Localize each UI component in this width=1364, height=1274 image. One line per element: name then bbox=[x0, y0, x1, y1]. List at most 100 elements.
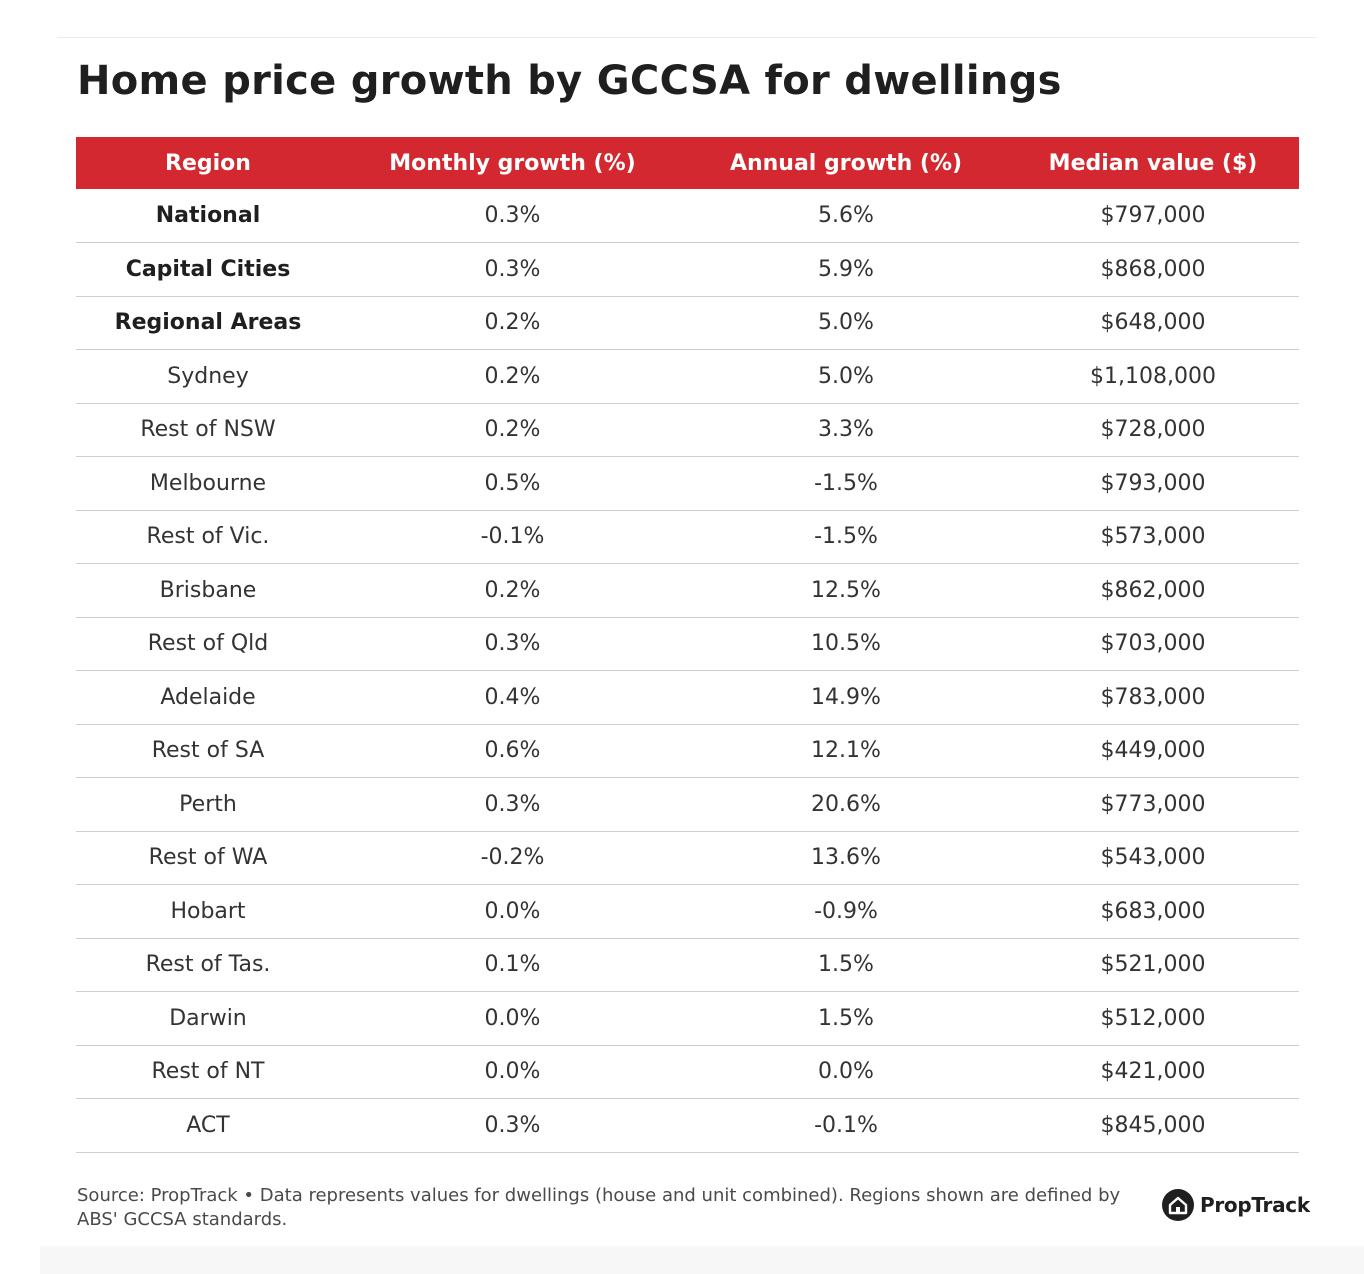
monthly-growth-cell: 0.0% bbox=[484, 898, 541, 924]
annual-growth-cell: 0.0% bbox=[818, 1059, 874, 1085]
annual-growth-cell: 14.9% bbox=[811, 684, 881, 710]
median-value-cell: $797,000 bbox=[1100, 203, 1206, 228]
annual-growth-cell: -1.5% bbox=[814, 470, 878, 496]
region-cell: Rest of Tas. bbox=[145, 952, 271, 978]
median-value-cell: $1,108,000 bbox=[1090, 363, 1216, 389]
region-cell: Capital Cities bbox=[125, 256, 291, 282]
annual-growth-cell: 5.0% bbox=[818, 310, 874, 336]
column-header-region: Region bbox=[165, 150, 251, 176]
annual-growth-cell: 3.3% bbox=[818, 417, 874, 443]
table-row: Hobart 0.0% -0.9% $683,000 bbox=[76, 885, 1299, 938]
monthly-growth-cell: 0.3% bbox=[484, 203, 541, 228]
median-value-cell: $521,000 bbox=[1100, 952, 1206, 978]
region-cell: Hobart bbox=[170, 898, 246, 924]
annual-growth-cell: 1.5% bbox=[818, 1005, 874, 1031]
monthly-growth-cell: 0.5% bbox=[484, 470, 541, 496]
table-row: Melbourne 0.5% -1.5% $793,000 bbox=[76, 457, 1299, 510]
median-value-cell: $683,000 bbox=[1100, 898, 1206, 924]
median-value-cell: $543,000 bbox=[1100, 845, 1206, 871]
median-value-cell: $703,000 bbox=[1100, 631, 1206, 657]
table-header: Region Monthly growth (%) Annual growth … bbox=[76, 137, 1299, 189]
table-row: Capital Cities 0.3% 5.9% $868,000 bbox=[76, 243, 1299, 296]
annual-growth-cell: 5.9% bbox=[818, 256, 874, 282]
annual-growth-cell: 12.1% bbox=[811, 738, 881, 764]
page-title: Home price growth by GCCSA for dwellings bbox=[77, 58, 1062, 104]
median-value-cell: $728,000 bbox=[1100, 417, 1206, 443]
region-cell: Darwin bbox=[169, 1005, 247, 1031]
table-row: Rest of Qld 0.3% 10.5% $703,000 bbox=[76, 617, 1299, 671]
region-cell: Sydney bbox=[167, 363, 249, 389]
proptrack-logo: PropTrack bbox=[1161, 1188, 1310, 1222]
table-row: Regional Areas 0.2% 5.0% $648,000 bbox=[76, 296, 1299, 350]
table-row: Adelaide 0.4% 14.9% $783,000 bbox=[76, 671, 1299, 724]
table-row: Sydney 0.2% 5.0% $1,108,000 bbox=[76, 350, 1299, 403]
median-value-cell: $449,000 bbox=[1100, 738, 1206, 764]
annual-growth-cell: 13.6% bbox=[811, 845, 881, 871]
monthly-growth-cell: -0.1% bbox=[480, 524, 545, 550]
region-cell: Rest of SA bbox=[151, 738, 265, 764]
table-row: Perth 0.3% 20.6% $773,000 bbox=[76, 778, 1299, 831]
monthly-growth-cell: 0.2% bbox=[484, 310, 541, 336]
column-header-annual-growth: Annual growth (%) bbox=[729, 150, 963, 176]
annual-growth-cell: -0.1% bbox=[814, 1112, 878, 1138]
column-header-median-value: Median value ($) bbox=[1048, 150, 1258, 176]
table-row: Rest of NT 0.0% 0.0% $421,000 bbox=[76, 1045, 1299, 1099]
region-cell: Brisbane bbox=[159, 577, 257, 603]
median-value-cell: $573,000 bbox=[1100, 524, 1206, 550]
median-value-cell: $783,000 bbox=[1100, 684, 1206, 710]
column-header-monthly-growth: Monthly growth (%) bbox=[389, 150, 636, 176]
source-note: Source: PropTrack • Data represents valu… bbox=[77, 1185, 1121, 1230]
monthly-growth-cell: 0.3% bbox=[484, 1112, 541, 1138]
monthly-growth-cell: 0.3% bbox=[484, 631, 541, 657]
region-cell: Perth bbox=[179, 791, 237, 817]
region-cell: Rest of Vic. bbox=[146, 524, 270, 550]
table-row: Darwin 0.0% 1.5% $512,000 bbox=[76, 992, 1299, 1045]
median-value-cell: $773,000 bbox=[1100, 791, 1206, 817]
monthly-growth-cell: 0.3% bbox=[484, 791, 541, 817]
monthly-growth-cell: 0.0% bbox=[484, 1005, 541, 1031]
growth-table: Region Monthly growth (%) Annual growth … bbox=[76, 137, 1299, 1153]
table-row: Rest of NSW 0.2% 3.3% $728,000 bbox=[76, 403, 1299, 457]
table-row: Rest of Tas. 0.1% 1.5% $521,000 bbox=[76, 938, 1299, 992]
table-row: Brisbane 0.2% 12.5% $862,000 bbox=[76, 564, 1299, 617]
monthly-growth-cell: 0.2% bbox=[484, 577, 541, 603]
region-cell: Adelaide bbox=[160, 684, 256, 710]
median-value-cell: $862,000 bbox=[1100, 577, 1206, 603]
median-value-cell: $868,000 bbox=[1100, 256, 1206, 282]
median-value-cell: $845,000 bbox=[1100, 1112, 1206, 1138]
region-cell: Rest of NSW bbox=[140, 417, 276, 443]
monthly-growth-cell: -0.2% bbox=[480, 845, 545, 871]
monthly-growth-cell: 0.2% bbox=[484, 363, 541, 389]
annual-growth-cell: 1.5% bbox=[818, 952, 874, 978]
annual-growth-cell: 5.0% bbox=[818, 363, 874, 389]
region-cell: Melbourne bbox=[149, 470, 267, 496]
region-cell: Rest of Qld bbox=[147, 631, 269, 657]
monthly-growth-cell: 0.1% bbox=[484, 952, 541, 978]
table-row: Rest of SA 0.6% 12.1% $449,000 bbox=[76, 724, 1299, 778]
table-body: National 0.3% 5.6% $797,000 Capital Cities 0.… bbox=[76, 189, 1299, 1152]
region-cell: National bbox=[155, 203, 261, 228]
table-row: Rest of Vic. -0.1% -1.5% $573,000 bbox=[76, 510, 1299, 564]
median-value-cell: $648,000 bbox=[1100, 310, 1206, 336]
table-row: Rest of WA -0.2% 13.6% $543,000 bbox=[76, 831, 1299, 885]
region-cell: Rest of WA bbox=[148, 845, 268, 871]
bottom-band bbox=[40, 1246, 1364, 1274]
annual-growth-cell: 12.5% bbox=[811, 577, 881, 603]
median-value-cell: $512,000 bbox=[1100, 1005, 1206, 1031]
annual-growth-cell: 10.5% bbox=[811, 631, 881, 657]
annual-growth-cell: 5.6% bbox=[818, 203, 874, 228]
region-cell: ACT bbox=[186, 1112, 230, 1138]
region-cell: Regional Areas bbox=[114, 310, 302, 336]
monthly-growth-cell: 0.2% bbox=[484, 417, 541, 443]
region-cell: Rest of NT bbox=[151, 1059, 265, 1085]
annual-growth-cell: -1.5% bbox=[814, 524, 878, 550]
table-row: ACT 0.3% -0.1% $845,000 bbox=[76, 1099, 1299, 1152]
house-icon bbox=[1162, 1189, 1194, 1221]
median-value-cell: $793,000 bbox=[1100, 470, 1206, 496]
monthly-growth-cell: 0.6% bbox=[484, 738, 541, 764]
annual-growth-cell: -0.9% bbox=[814, 898, 878, 924]
table-row: National 0.3% 5.6% $797,000 bbox=[76, 189, 1299, 243]
monthly-growth-cell: 0.4% bbox=[484, 684, 541, 710]
brand-name: PropTrack bbox=[1200, 1193, 1310, 1217]
monthly-growth-cell: 0.0% bbox=[484, 1059, 541, 1085]
